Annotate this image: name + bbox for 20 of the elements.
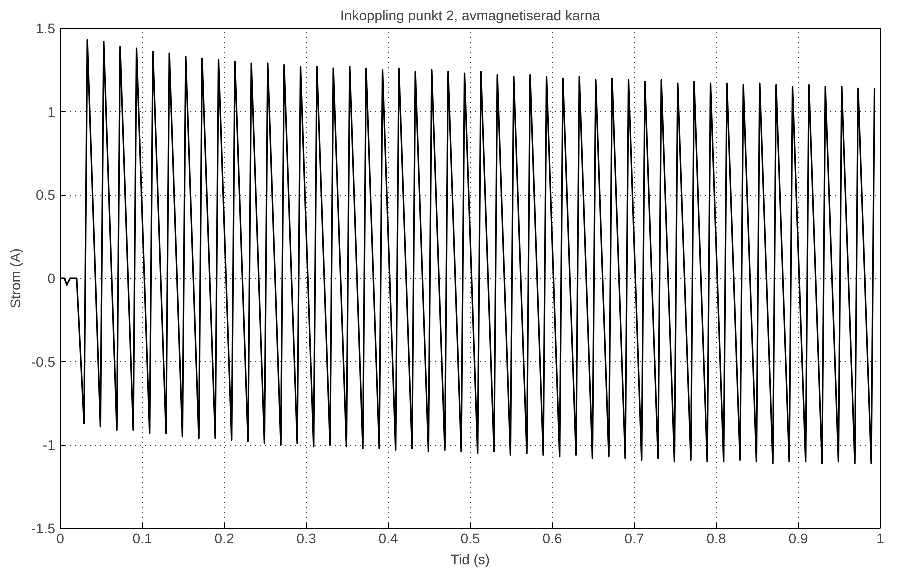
x-tick-label: 0.9 [788,530,808,546]
x-axis-title: Tid (s) [450,552,490,568]
x-tick-label: 0.3 [296,530,316,546]
x-tick-label: 0.2 [214,530,234,546]
y-tick-label: 0 [48,270,56,286]
x-tick-label: 0.4 [378,530,398,546]
y-tick-label: -1 [43,437,56,454]
x-tick-label: 0.8 [706,530,726,546]
chart-title: Inkoppling punkt 2, avmagnetiserad karna [340,8,601,24]
y-axis-title: Strom (A) [7,248,24,308]
y-tick-label: 0.5 [36,187,56,204]
y-tick-label: 1.5 [36,20,56,36]
x-tick-label: 0.7 [624,530,644,546]
x-tick-label: 0.1 [132,530,152,546]
x-tick-label: 0.6 [542,530,562,546]
y-tick-label: -1.5 [31,520,56,536]
x-tick-label: 0.5 [460,530,480,546]
y-tick-label: -0.5 [31,354,56,370]
y-tick-label: 1 [48,104,56,120]
x-tick-label: 1 [876,530,885,546]
